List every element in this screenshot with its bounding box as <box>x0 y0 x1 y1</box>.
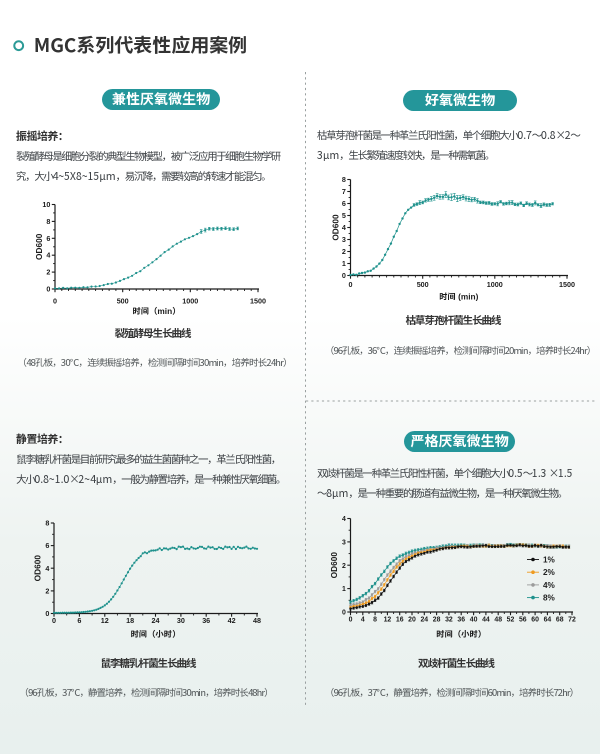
svg-text:12: 12 <box>384 617 392 624</box>
svg-text:2: 2 <box>342 247 346 256</box>
svg-text:0: 0 <box>53 297 57 306</box>
svg-text:6: 6 <box>342 199 346 208</box>
svg-text:时间（小时）: 时间（小时） <box>131 629 181 639</box>
svg-text:4: 4 <box>342 516 346 523</box>
svg-text:0: 0 <box>342 271 346 280</box>
svg-text:4%: 4% <box>543 581 556 590</box>
svg-text:时间（小时）: 时间（小时） <box>436 629 486 639</box>
svg-text:1%: 1% <box>543 555 556 564</box>
svg-text:5: 5 <box>342 211 346 220</box>
svg-text:0: 0 <box>342 610 346 617</box>
svg-text:1500: 1500 <box>250 297 266 306</box>
svg-text:6: 6 <box>45 541 49 550</box>
svg-text:时间 (min): 时间 (min) <box>439 292 478 302</box>
svg-text:2: 2 <box>45 586 49 595</box>
svg-text:0: 0 <box>349 280 353 289</box>
svg-text:1000: 1000 <box>182 297 198 306</box>
svg-text:8: 8 <box>342 175 346 184</box>
svg-text:2: 2 <box>46 268 50 277</box>
svg-text:7: 7 <box>342 187 346 196</box>
svg-text:72: 72 <box>568 617 576 624</box>
svg-text:12: 12 <box>101 616 109 625</box>
svg-text:60: 60 <box>531 617 539 624</box>
svg-text:8%: 8% <box>543 594 556 603</box>
svg-text:36: 36 <box>202 616 210 625</box>
svg-text:500: 500 <box>117 297 129 306</box>
svg-text:1500: 1500 <box>559 280 575 289</box>
svg-text:36: 36 <box>457 617 465 624</box>
svg-text:48: 48 <box>253 616 261 625</box>
svg-text:OD600: OD600 <box>331 214 341 241</box>
svg-text:OD600: OD600 <box>34 233 44 260</box>
svg-text:48: 48 <box>494 617 502 624</box>
svg-text:4: 4 <box>46 251 50 260</box>
svg-text:1: 1 <box>342 259 346 268</box>
svg-text:0: 0 <box>46 285 50 294</box>
svg-text:3: 3 <box>342 539 346 546</box>
svg-text:18: 18 <box>126 616 134 625</box>
svg-text:500: 500 <box>417 280 429 289</box>
svg-text:8: 8 <box>45 519 49 528</box>
svg-text:42: 42 <box>228 616 236 625</box>
svg-text:OD600: OD600 <box>32 555 42 582</box>
svg-text:20: 20 <box>408 617 416 624</box>
svg-text:3: 3 <box>342 235 346 244</box>
svg-text:8: 8 <box>373 617 377 624</box>
svg-text:1000: 1000 <box>487 280 503 289</box>
svg-text:56: 56 <box>519 617 527 624</box>
svg-text:44: 44 <box>482 617 490 624</box>
svg-text:32: 32 <box>445 617 453 624</box>
svg-text:40: 40 <box>470 617 478 624</box>
svg-text:0: 0 <box>349 617 353 624</box>
svg-text:8: 8 <box>46 217 50 226</box>
svg-text:2%: 2% <box>543 568 556 577</box>
svg-text:OD600: OD600 <box>329 552 339 579</box>
svg-text:0: 0 <box>52 616 56 625</box>
svg-text:24: 24 <box>420 617 428 624</box>
svg-text:1: 1 <box>342 586 346 593</box>
svg-text:6: 6 <box>46 234 50 243</box>
svg-text:6: 6 <box>77 616 81 625</box>
svg-text:4: 4 <box>45 564 49 573</box>
svg-text:68: 68 <box>556 617 564 624</box>
svg-text:10: 10 <box>42 200 50 209</box>
svg-text:52: 52 <box>507 617 515 624</box>
svg-text:4: 4 <box>361 617 365 624</box>
svg-text:时间（min）: 时间（min） <box>133 306 181 316</box>
svg-text:2: 2 <box>342 563 346 570</box>
svg-text:0: 0 <box>45 609 49 618</box>
svg-text:24: 24 <box>152 616 160 625</box>
svg-text:4: 4 <box>342 223 346 232</box>
svg-text:30: 30 <box>177 616 185 625</box>
svg-text:64: 64 <box>544 617 552 624</box>
svg-text:28: 28 <box>433 617 441 624</box>
svg-text:16: 16 <box>396 617 404 624</box>
